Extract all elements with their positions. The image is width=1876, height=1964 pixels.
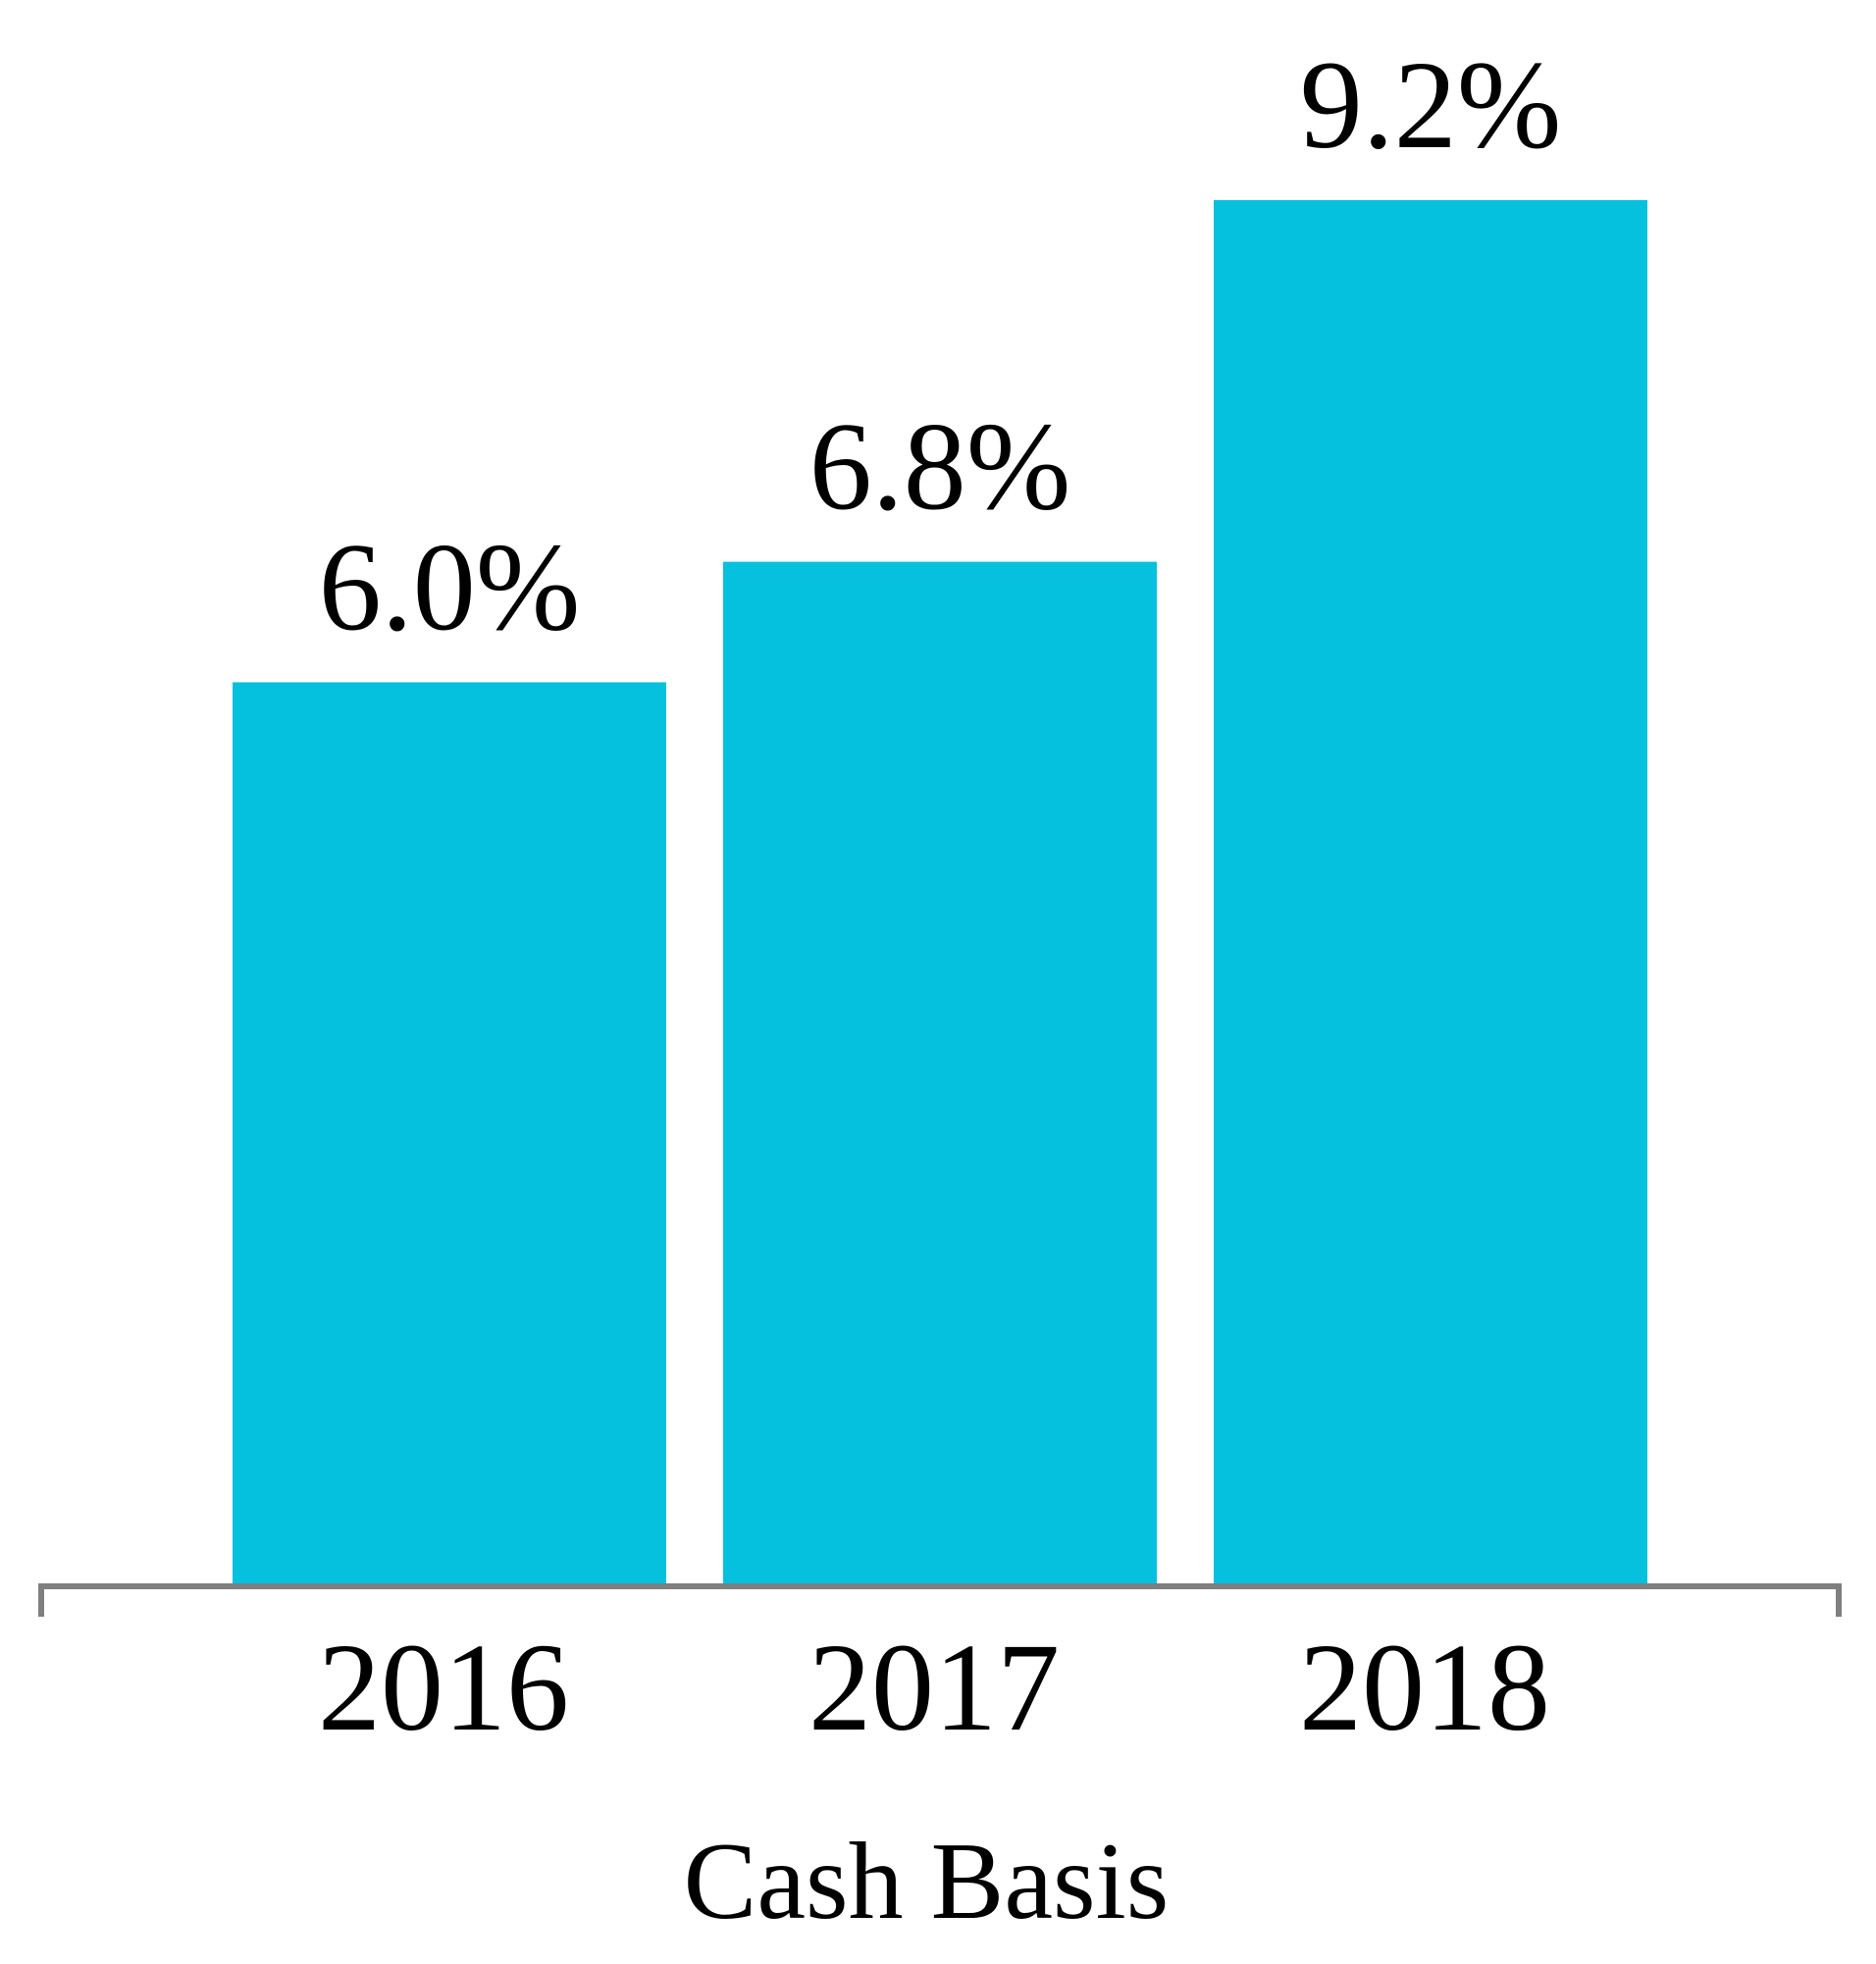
bar-2018 <box>1214 200 1647 1586</box>
x-axis-line <box>38 1583 1842 1617</box>
data-label-2016: 6.0% <box>319 517 581 656</box>
bar-2017 <box>723 561 1157 1587</box>
tick-label-2017: 2017 <box>808 1618 1060 1757</box>
tick-label-2018: 2018 <box>1299 1618 1550 1757</box>
x-axis-title: Cash Basis <box>684 1821 1170 1942</box>
data-label-2018: 9.2% <box>1300 35 1562 175</box>
tick-labels-group: 2016 2017 2018 <box>318 1618 1550 1757</box>
tick-label-2016: 2016 <box>318 1618 569 1757</box>
bars-group <box>233 200 1647 1587</box>
data-labels-group: 6.0% 6.8% 9.2% <box>319 35 1562 656</box>
bar-2016 <box>233 682 666 1586</box>
data-label-2017: 6.8% <box>809 397 1071 537</box>
